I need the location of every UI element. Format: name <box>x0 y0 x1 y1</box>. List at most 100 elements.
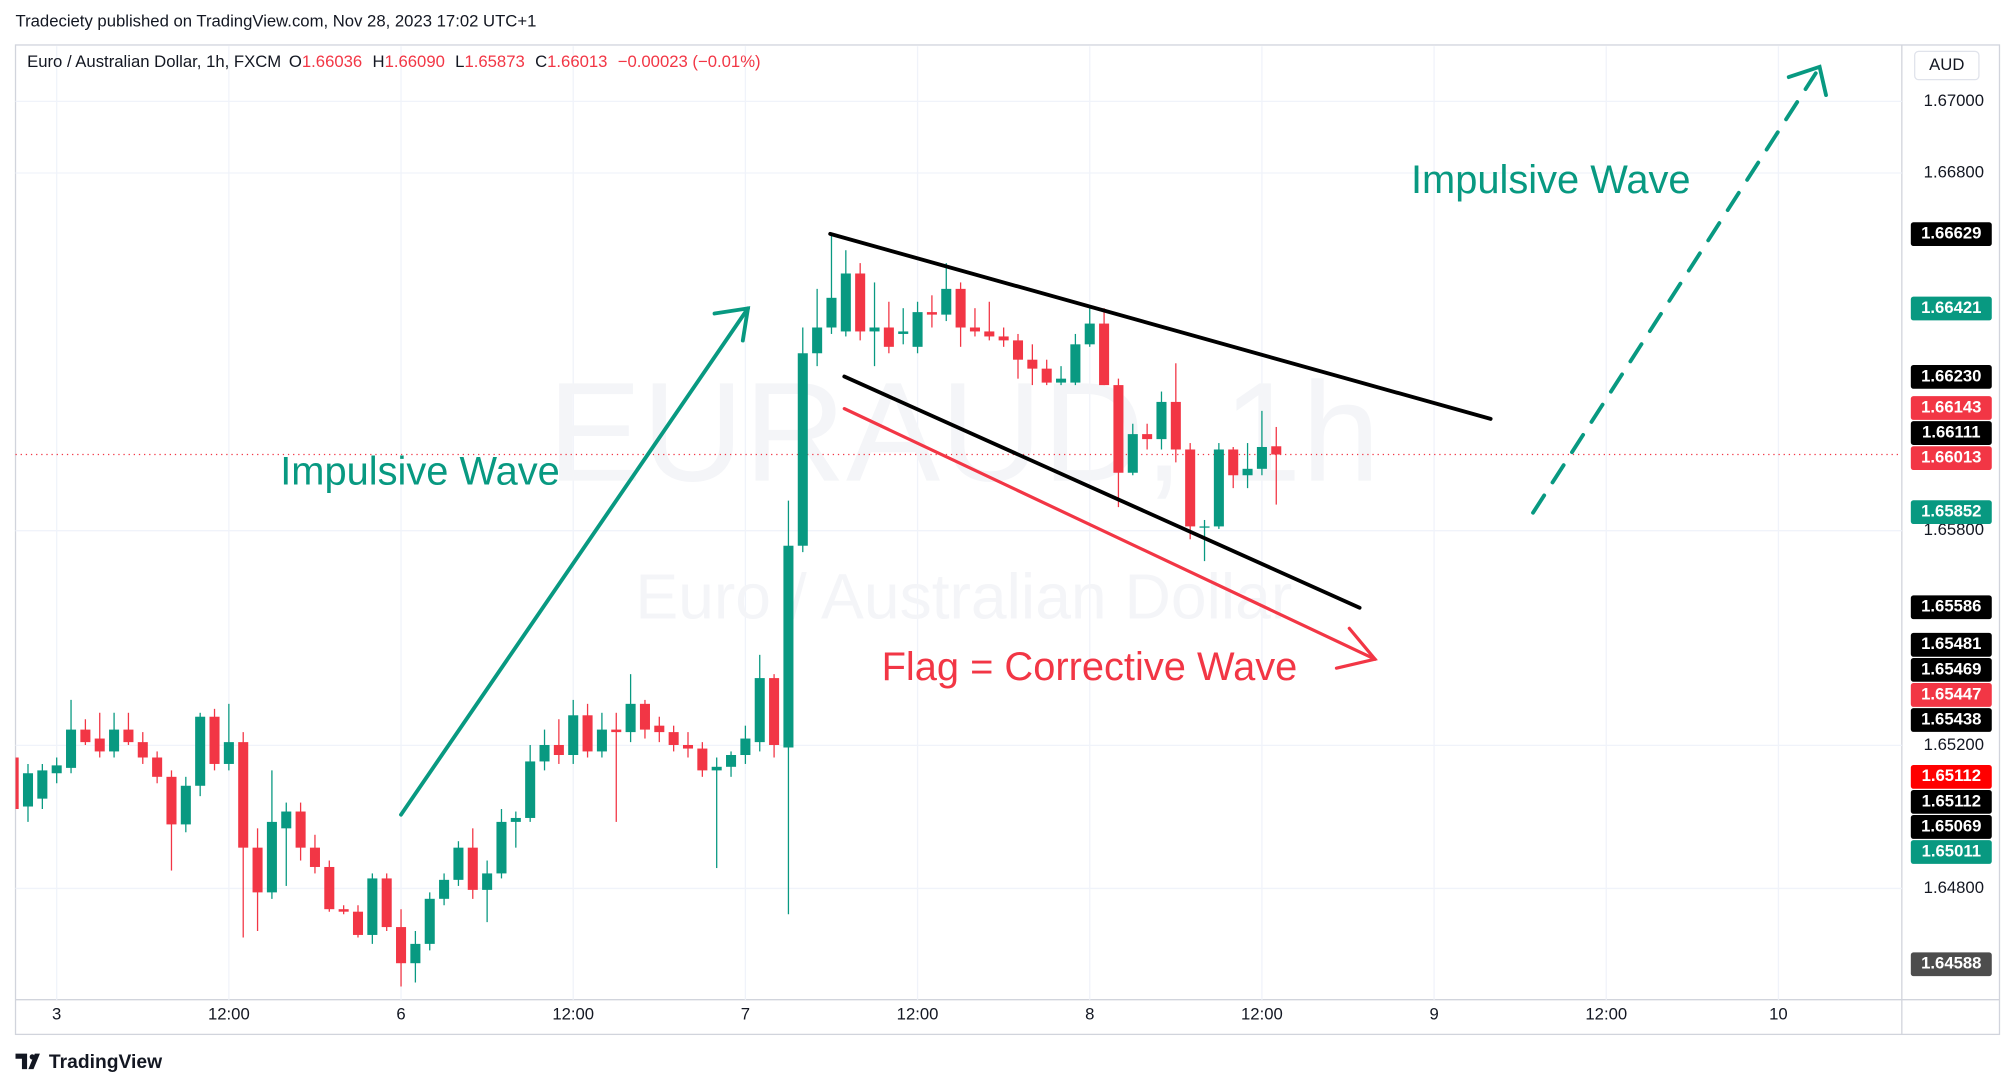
candle-body <box>682 744 694 749</box>
price-badge-label: 1.66013 <box>1921 448 1981 467</box>
candle-body <box>998 336 1009 341</box>
watermark: EURAUD, 1h Euro / Australian Dollar <box>548 353 1381 633</box>
arrow-head <box>712 306 751 343</box>
candle-body <box>969 327 980 332</box>
candle-body <box>912 312 923 347</box>
price-badge <box>1910 632 1992 657</box>
x-tick-label: 12:00 <box>208 1005 250 1024</box>
candle-body <box>195 716 206 786</box>
candle-body <box>1199 526 1210 528</box>
grid <box>15 46 1902 1000</box>
footer: TradingView <box>15 1052 163 1073</box>
candle-body <box>209 716 220 764</box>
candle-body <box>1027 359 1038 369</box>
price-badge <box>1910 789 1992 814</box>
symbol-legend: Euro / Australian Dollar, 1h, FXCM O 1.660… <box>27 52 761 71</box>
candle-body <box>137 742 148 758</box>
candle-body <box>726 755 737 767</box>
change: −0.00023 (−0.01%) <box>618 52 761 71</box>
candle-body <box>797 353 808 546</box>
annotation: Impulsive Wave <box>1411 158 1691 202</box>
symbol-name: Euro / Australian Dollar, 1h, FXCM <box>27 52 281 71</box>
watermark-name: Euro / Australian Dollar <box>635 560 1292 632</box>
candle-body <box>51 765 62 774</box>
candle-body <box>295 811 306 848</box>
candle-body <box>238 742 249 848</box>
field-key: L <box>455 52 464 71</box>
price-badge-label: 1.65069 <box>1921 816 1981 835</box>
candle-body <box>324 866 335 910</box>
candle-body <box>740 738 751 756</box>
price-badge-label: 1.64588 <box>1921 954 1981 973</box>
flag-lower-line <box>842 374 1362 610</box>
x-tick-label: 8 <box>1085 1005 1094 1024</box>
price-badge <box>1910 683 1992 707</box>
candle-body <box>338 909 349 912</box>
candle-body <box>1127 434 1138 473</box>
candle-body <box>439 879 450 899</box>
price-badge <box>1910 446 1992 470</box>
price-badge <box>1910 421 1992 445</box>
candle-body <box>668 732 679 745</box>
x-tick-label: 12:00 <box>1241 1005 1283 1024</box>
candles <box>15 234 1282 987</box>
arrow-shaft <box>399 306 750 817</box>
field-value: 1.66090 <box>385 52 445 71</box>
field-value: 1.65873 <box>464 52 524 71</box>
x-tick-label: 12:00 <box>552 1005 594 1024</box>
logo-dot <box>29 1054 35 1060</box>
flag-upper-line <box>828 231 1493 421</box>
price-badge-label: 1.65469 <box>1921 659 1981 678</box>
field-key: H <box>373 52 385 71</box>
candle-body <box>1070 344 1081 383</box>
candle-body <box>1056 378 1067 383</box>
candle-body <box>482 873 493 890</box>
candle-body <box>381 878 392 928</box>
candle-body <box>539 744 550 762</box>
impulse-arrow-2 <box>1531 64 1828 515</box>
currency-box[interactable] <box>1914 50 1980 81</box>
candle-body <box>496 821 507 874</box>
candle-body <box>1012 340 1024 360</box>
candle-body <box>15 757 19 810</box>
candle-body <box>1256 446 1267 469</box>
price-badge <box>1910 222 1992 247</box>
x-tick-label: 9 <box>1429 1005 1438 1024</box>
price-badge-label: 1.65481 <box>1921 634 1981 653</box>
price-badge <box>1910 657 1992 682</box>
candle-body <box>180 785 191 825</box>
candle-body <box>826 297 837 328</box>
candle-body <box>410 943 421 964</box>
price-badge-label: 1.66230 <box>1921 366 1981 385</box>
price-badge <box>1910 595 1992 620</box>
y-tick-label: 1.65200 <box>1924 735 1984 754</box>
price-badge-label: 1.65586 <box>1921 597 1981 616</box>
footer-brand: TradingView <box>49 1052 163 1073</box>
candle-body <box>611 729 622 733</box>
candle-body <box>66 729 77 768</box>
annotation: Flag = Corrective Wave <box>882 645 1298 689</box>
candle-body <box>252 847 263 893</box>
candle-body <box>123 729 134 743</box>
candle-body <box>453 847 464 880</box>
drawings <box>399 64 1828 817</box>
y-tick-label: 1.64800 <box>1924 878 1984 897</box>
x-tick-label: 10 <box>1769 1005 1788 1024</box>
candle-body <box>1242 468 1253 476</box>
candle-body <box>1185 449 1196 527</box>
candle-body <box>783 545 794 748</box>
candle-body <box>582 715 593 752</box>
field-key: O <box>289 52 302 71</box>
currency-label: AUD <box>1929 55 1964 74</box>
candle-body <box>1271 446 1282 455</box>
candle-body <box>926 312 937 315</box>
candle-body <box>1228 449 1239 476</box>
price-badge-label: 1.65112 <box>1922 791 1981 810</box>
candle-body <box>1156 401 1167 440</box>
x-tick-label: 7 <box>741 1005 750 1024</box>
candle-body <box>367 878 378 935</box>
candle-body <box>266 821 277 893</box>
price-badge-label: 1.66111 <box>1922 422 1980 441</box>
candle-body <box>22 773 34 807</box>
